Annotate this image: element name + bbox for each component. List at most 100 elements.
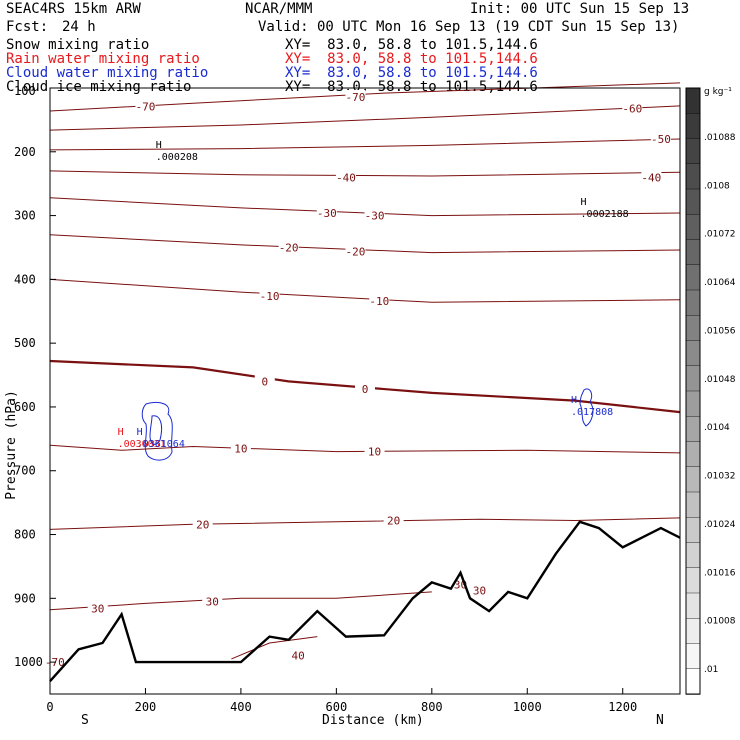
contour-label-17: 20 bbox=[387, 514, 400, 527]
org-title: NCAR/MMM bbox=[245, 1, 313, 17]
contour-label-bg-22 bbox=[288, 648, 309, 661]
extrema-value-1: .0002188 bbox=[581, 209, 629, 220]
contour-label-bg-17 bbox=[383, 513, 404, 526]
contour-label-6: -30 bbox=[317, 207, 337, 220]
y-tick-label-0: 200 bbox=[14, 145, 36, 159]
colorbar-label-1: .0108 bbox=[704, 181, 730, 191]
colorbar-bin-7 bbox=[685, 264, 701, 291]
contour-label-18: 30 bbox=[91, 603, 104, 616]
contour-label-5: -40 bbox=[641, 171, 661, 184]
colorbar-bin-17 bbox=[685, 517, 701, 544]
colorbar-bin-16 bbox=[685, 491, 701, 518]
y-tick-label-2: 400 bbox=[14, 272, 36, 286]
contour-label-bg-7 bbox=[364, 208, 385, 221]
model-title: SEAC4RS 15km ARW bbox=[6, 1, 141, 17]
field-cloudwater-xy: XY= 83.0, 58.8 to 101.5,144.6 bbox=[285, 65, 538, 81]
colorbar-label-3: .01064 bbox=[704, 278, 736, 288]
field-cloudice-name: Cloud ice mixing ratio bbox=[6, 79, 192, 95]
colorbar-label-6: .0104 bbox=[704, 423, 730, 433]
x-tick-label-1: 200 bbox=[135, 700, 157, 714]
extrema-mark-2: H bbox=[118, 427, 124, 438]
fcst-value: 24 h bbox=[62, 19, 96, 35]
y-axis-ticks: 200 300 400 500 600 700 800 900 1000 bbox=[14, 145, 56, 669]
contour-label-2: -60 bbox=[622, 102, 642, 115]
colorbar-bin-0 bbox=[685, 87, 701, 114]
contour-label-bg-16 bbox=[192, 517, 213, 530]
colorbar-frame bbox=[685, 87, 701, 695]
contour-label-bg-2 bbox=[622, 101, 643, 114]
contour-line-9 bbox=[49, 517, 681, 530]
contour-label-16: 20 bbox=[196, 518, 209, 531]
colorbar-bin-15 bbox=[685, 466, 701, 493]
contour-label-15: 10 bbox=[368, 446, 381, 459]
extrema-value-0: .000208 bbox=[156, 152, 198, 163]
colorbar-label-5: .01048 bbox=[704, 375, 736, 385]
contour-label-19: 30 bbox=[206, 596, 219, 609]
contour-line-8 bbox=[49, 444, 681, 454]
contour-label-bg-5 bbox=[641, 170, 662, 183]
field-cloudwater-name: Cloud water mixing ratio bbox=[6, 65, 209, 81]
y-axis-title: Pressure (hPa) bbox=[4, 390, 19, 500]
contour-label-11: -10 bbox=[369, 295, 389, 308]
extrema-mark-4: H bbox=[571, 395, 577, 406]
terrain-line bbox=[49, 520, 681, 683]
extrema-mark-0: H bbox=[156, 140, 162, 151]
x-tick-label-5: 1000 bbox=[513, 700, 542, 714]
field-rain-name: Rain water mixing ratio bbox=[6, 51, 200, 67]
colorbar-bin-19 bbox=[685, 567, 701, 594]
axes bbox=[49, 87, 681, 695]
y-top-label: 100 bbox=[14, 84, 36, 98]
colorbar-bin-3 bbox=[685, 163, 701, 190]
contour-label-bg-21 bbox=[469, 583, 490, 596]
contour-line-1 bbox=[49, 105, 681, 131]
contour-line-10 bbox=[49, 591, 432, 611]
extrema-value-2: .0036031 bbox=[118, 439, 166, 450]
contour-line-3 bbox=[49, 170, 681, 177]
colorbar-bin-4 bbox=[685, 188, 701, 215]
contour-label-bg-13 bbox=[355, 382, 375, 395]
contour-label-bg-6 bbox=[316, 206, 337, 219]
colorbar-bin-14 bbox=[685, 441, 701, 468]
field-snow-name: Snow mixing ratio bbox=[6, 37, 150, 53]
y-tick-label-1: 300 bbox=[14, 209, 36, 223]
colorbar-bin-8 bbox=[685, 289, 701, 316]
contour-label-bg-8 bbox=[278, 240, 299, 253]
contour-label-4: -40 bbox=[336, 171, 356, 184]
colorbar-label-7: .01032 bbox=[704, 472, 736, 482]
colorbar-bin-12 bbox=[685, 390, 701, 417]
contour-label-bg-1 bbox=[345, 89, 366, 102]
colorbar-bin-18 bbox=[685, 542, 701, 569]
colorbar-bin-5 bbox=[685, 214, 701, 241]
contour-label-7: -30 bbox=[365, 210, 385, 223]
cloud-water-blob-left bbox=[141, 401, 173, 461]
contour-label-bg-11 bbox=[369, 294, 390, 307]
contour-label-9: -20 bbox=[346, 245, 366, 258]
colorbar-bin-22 bbox=[685, 643, 701, 670]
colorbar-label-2: .01072 bbox=[704, 230, 736, 240]
colorbar-bin-11 bbox=[685, 365, 701, 392]
contour-label-22: 40 bbox=[292, 650, 305, 663]
x-tick-label-6: 1200 bbox=[608, 700, 637, 714]
contour-label-bg-12 bbox=[254, 374, 275, 387]
colorbar-bin-20 bbox=[685, 592, 701, 619]
x-tick-label-4: 800 bbox=[421, 700, 443, 714]
colorbar-label-8: .01024 bbox=[704, 520, 736, 530]
x-start-label: S bbox=[81, 713, 89, 728]
contour-label-3: -50 bbox=[651, 133, 671, 146]
x-axis-ticks: 0 200 400 600 800 1000 1200 bbox=[46, 688, 637, 714]
colorbar: g kg⁻¹ .01088 .0108 .01072 .01064 .01056 .0104… bbox=[685, 87, 736, 695]
extrema-mark-1: H bbox=[581, 197, 587, 208]
contour-label-8: -20 bbox=[279, 241, 299, 254]
contour-label-14: 10 bbox=[234, 442, 247, 455]
colorbar-label-11: .01 bbox=[704, 665, 718, 675]
colorbar-label-4: .01056 bbox=[704, 326, 736, 336]
colorbar-bin-23 bbox=[685, 668, 701, 695]
plot-frame bbox=[49, 87, 681, 695]
extrema-mark-3: H bbox=[137, 427, 143, 438]
extrema-value-4: .017808 bbox=[571, 407, 613, 418]
colorbar-bin-2 bbox=[685, 138, 701, 165]
valid-time: Valid: 00 UTC Mon 16 Sep 13 (19 CDT Sun … bbox=[258, 19, 680, 35]
colorbar-label-10: .01008 bbox=[704, 617, 736, 627]
contour-line-6 bbox=[49, 278, 681, 303]
cloud-water-blob-left-inner bbox=[149, 415, 163, 445]
